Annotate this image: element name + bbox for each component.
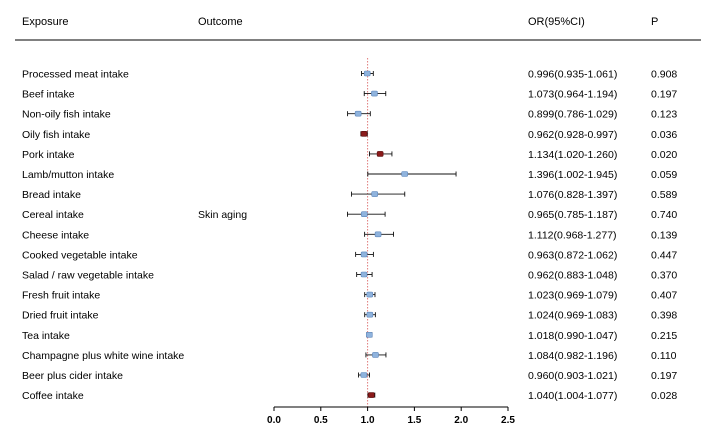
exposure-label: Cereal intake: [22, 209, 84, 221]
table-row: Fresh fruit intake 1.023(0.969-1.079) 0.40…: [22, 290, 677, 302]
point-estimate: [360, 372, 368, 378]
or-ci-value: 0.960(0.903-1.021): [528, 370, 617, 382]
exposure-label: Tea intake: [22, 330, 70, 342]
p-value: 0.589: [651, 189, 677, 201]
p-value: 0.123: [651, 109, 677, 121]
outcome-label: Skin aging: [198, 209, 247, 221]
exposure-label: Processed meat intake: [22, 69, 129, 81]
table-row: Cooked vegetable intake 0.963(0.872-1.062…: [22, 249, 677, 261]
table-row: Lamb/mutton intake 1.396(1.002-1.945) 0.05…: [22, 169, 677, 181]
point-estimate: [366, 311, 374, 318]
header-exposure: Exposure: [22, 16, 68, 28]
x-axis: 0.0 0.5 1.0 1.5 2.0 2.5: [267, 406, 515, 426]
table-row: Bread intake 1.076(0.828-1.397) 0.589: [22, 189, 677, 201]
p-value: 0.197: [651, 89, 677, 101]
table-row: Champagne plus white wine intake 1.084(0.…: [22, 350, 677, 362]
point-estimate: [363, 70, 371, 77]
or-ci-value: 0.963(0.872-1.062): [528, 249, 617, 261]
table-row: Cereal intake 0.965(0.785-1.187) 0.740: [22, 209, 677, 221]
p-value: 0.059: [651, 169, 677, 181]
exposure-label: Beer plus cider intake: [22, 370, 123, 382]
x-tick-label: 2.0: [454, 415, 468, 426]
table-row: Salad / raw vegetable intake 0.962(0.883-…: [22, 270, 677, 282]
point-estimate: [374, 231, 382, 238]
or-ci-value: 0.899(0.786-1.029): [528, 109, 617, 121]
exposure-label: Oily fish intake: [22, 129, 90, 141]
p-value: 0.740: [651, 209, 677, 221]
point-estimate: [365, 331, 373, 338]
exposure-label: Fresh fruit intake: [22, 290, 100, 302]
or-ci-value: 1.024(0.969-1.083): [528, 310, 617, 322]
point-estimate: [366, 291, 374, 298]
point-estimate: [361, 211, 368, 217]
x-tick-label: 2.5: [501, 415, 515, 426]
table-row: Beef intake 1.073(0.964-1.194) 0.197: [22, 89, 677, 101]
point-estimate: [372, 352, 379, 358]
x-tick-label: 1.5: [407, 415, 421, 426]
or-ci-value: 0.962(0.928-0.997): [528, 129, 617, 141]
or-ci-value: 0.962(0.883-1.048): [528, 270, 617, 282]
table-row: Coffee intake 1.040(1.004-1.077) 0.028: [22, 390, 677, 402]
table-row: Beer plus cider intake 0.960(0.903-1.021)…: [22, 370, 677, 382]
or-ci-value: 1.134(1.020-1.260): [528, 149, 617, 161]
p-value: 0.398: [651, 310, 677, 322]
x-tick-label: 1.0: [361, 415, 375, 426]
or-ci-value: 1.018(0.990-1.047): [528, 330, 617, 342]
p-value: 0.407: [651, 290, 677, 302]
table-row: Pork intake 1.134(1.020-1.260) 0.020: [22, 149, 677, 161]
or-ci-value: 1.076(0.828-1.397): [528, 189, 617, 201]
point-estimate: [376, 151, 384, 157]
p-value: 0.447: [651, 249, 677, 261]
table-row: Dried fruit intake 1.024(0.969-1.083) 0.39…: [22, 310, 677, 322]
point-estimate: [360, 271, 368, 278]
header-p: P: [651, 16, 658, 28]
exposure-label: Cheese intake: [22, 229, 89, 241]
or-ci-value: 1.023(0.969-1.079): [528, 290, 617, 302]
rows-group: Processed meat intake 0.996(0.935-1.061) 0…: [22, 69, 677, 403]
point-estimate: [368, 392, 375, 398]
x-tick-label: 0.5: [314, 415, 328, 426]
point-estimate: [360, 131, 368, 137]
p-value: 0.215: [651, 330, 677, 342]
exposure-label: Cooked vegetable intake: [22, 249, 138, 261]
exposure-label: Beef intake: [22, 89, 75, 101]
exposure-label: Champagne plus white wine intake: [22, 350, 184, 362]
exposure-label: Coffee intake: [22, 390, 84, 402]
header-outcome: Outcome: [198, 16, 243, 28]
p-value: 0.908: [651, 69, 677, 81]
exposure-label: Lamb/mutton intake: [22, 169, 114, 181]
or-ci-value: 0.996(0.935-1.061): [528, 69, 617, 81]
exposure-label: Dried fruit intake: [22, 310, 99, 322]
point-estimate: [401, 171, 408, 177]
p-value: 0.020: [651, 149, 677, 161]
exposure-label: Bread intake: [22, 189, 81, 201]
p-value: 0.370: [651, 270, 677, 282]
exposure-label: Salad / raw vegetable intake: [22, 270, 154, 282]
exposure-label: Pork intake: [22, 149, 75, 161]
or-ci-value: 1.112(0.968-1.277): [528, 229, 617, 241]
or-ci-value: 1.073(0.964-1.194): [528, 89, 617, 101]
or-ci-value: 0.965(0.785-1.187): [528, 209, 617, 221]
p-value: 0.110: [651, 350, 677, 362]
or-ci-value: 1.396(1.002-1.945): [528, 169, 617, 181]
x-tick-label: 0.0: [267, 415, 281, 426]
table-row: Processed meat intake 0.996(0.935-1.061) 0…: [22, 69, 677, 81]
exposure-label: Non-oily fish intake: [22, 109, 111, 121]
table-row: Non-oily fish intake 0.899(0.786-1.029) 0.…: [22, 109, 677, 121]
point-estimate: [371, 191, 379, 197]
point-estimate: [360, 251, 368, 258]
or-ci-value: 1.084(0.982-1.196): [528, 350, 617, 362]
p-value: 0.028: [651, 390, 677, 402]
table-row: Tea intake 1.018(0.990-1.047) 0.215: [22, 330, 677, 342]
header-or-ci: OR(95%CI): [528, 16, 585, 28]
p-value: 0.197: [651, 370, 677, 382]
table-row: Oily fish intake 0.962(0.928-0.997) 0.036: [22, 129, 677, 141]
point-estimate: [371, 90, 378, 97]
table-row: Cheese intake 1.112(0.968-1.277) 0.139: [22, 229, 677, 241]
p-value: 0.139: [651, 229, 677, 241]
point-estimate: [354, 110, 362, 117]
or-ci-value: 1.040(1.004-1.077): [528, 390, 617, 402]
p-value: 0.036: [651, 129, 677, 141]
